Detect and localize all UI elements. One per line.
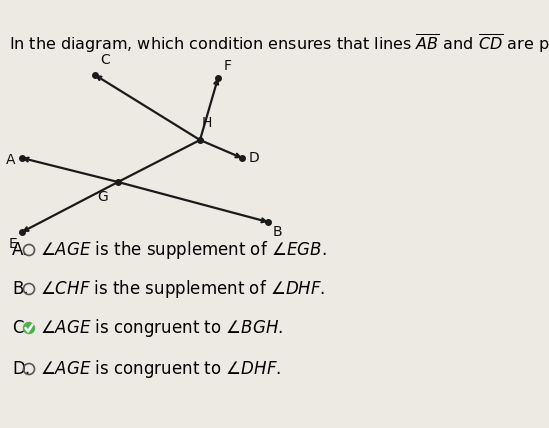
Text: F: F: [224, 59, 232, 73]
Text: H: H: [202, 116, 212, 130]
Text: G: G: [97, 190, 108, 204]
Text: $\angle AGE$ is congruent to $\angle DHF$.: $\angle AGE$ is congruent to $\angle DHF…: [40, 358, 281, 380]
Text: A.: A.: [12, 241, 29, 259]
Text: $\angle AGE$ is the supplement of $\angle EGB$.: $\angle AGE$ is the supplement of $\angl…: [40, 239, 327, 261]
Text: B: B: [273, 225, 283, 239]
Text: B.: B.: [12, 280, 29, 298]
Text: D: D: [249, 151, 260, 165]
Text: $\angle CHF$ is the supplement of $\angle DHF$.: $\angle CHF$ is the supplement of $\angl…: [40, 278, 326, 300]
Text: A: A: [5, 153, 15, 167]
Text: $\angle AGE$ is congruent to $\angle BGH$.: $\angle AGE$ is congruent to $\angle BGH…: [40, 317, 283, 339]
Text: D.: D.: [12, 360, 30, 378]
Circle shape: [24, 323, 35, 333]
Text: In the diagram, which condition ensures that lines $\overline{AB}$ and $\overlin: In the diagram, which condition ensures …: [9, 32, 549, 55]
Text: E: E: [8, 237, 17, 251]
Text: C.: C.: [12, 319, 29, 337]
Text: C: C: [100, 53, 110, 67]
